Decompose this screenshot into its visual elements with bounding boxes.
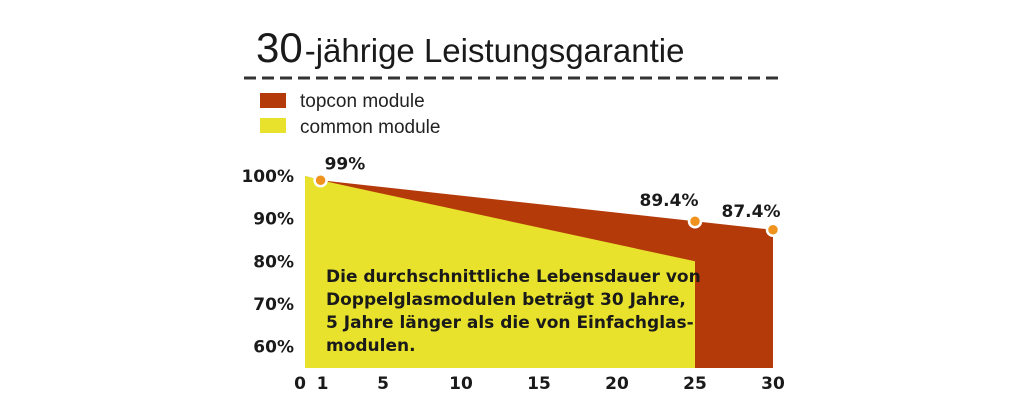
x-tick-label: 20 <box>605 374 629 394</box>
legend-label-topcon: topcon module <box>300 91 425 112</box>
y-axis-ticks: 60% 70% 80% 90% 100% <box>241 167 294 358</box>
point-label: 99% <box>325 154 366 174</box>
x-tick-label: 15 <box>527 374 551 394</box>
y-tick-label: 90% <box>253 210 294 230</box>
note-line-3: 5 Jahre länger als die von Einfachglas- <box>326 313 694 333</box>
point-label: 89.4% <box>640 191 699 211</box>
y-tick-label: 60% <box>253 338 294 358</box>
x-tick-label: 1 <box>317 374 329 394</box>
legend-label-common: common module <box>300 117 440 138</box>
title-rest: -jährige Leistungsgarantie <box>305 32 685 69</box>
y-tick-label: 70% <box>253 295 294 315</box>
point-labels: 99% 89.4% 87.4% <box>325 154 781 221</box>
y-tick-label: 100% <box>241 167 294 187</box>
point-marker <box>313 173 328 188</box>
point-markers <box>313 173 781 238</box>
chart-title: 30-jährige Leistungsgarantie <box>256 24 684 71</box>
plot-area <box>305 176 773 368</box>
x-tick-label: 30 <box>761 374 785 394</box>
note-line-4: modulen. <box>326 336 416 356</box>
x-tick-label: 25 <box>683 374 707 394</box>
x-tick-label: 0 <box>294 374 306 394</box>
point-marker <box>765 222 781 238</box>
common-area <box>305 176 695 368</box>
y-tick-label: 80% <box>253 252 294 272</box>
x-axis-ticks: 0 1 5 10 15 20 25 30 <box>294 374 785 394</box>
point-marker <box>687 213 703 229</box>
note-line-2: Doppelglasmodulen beträgt 30 Jahre, <box>326 290 686 310</box>
lifetime-note: Die durchschnittliche Lebensdauer von Do… <box>326 267 707 356</box>
x-tick-label: 5 <box>377 374 389 394</box>
title-number: 30 <box>256 24 303 71</box>
point-label: 87.4% <box>722 202 781 222</box>
legend-swatch-common <box>260 118 286 133</box>
legend-swatch-topcon <box>260 93 286 108</box>
x-tick-label: 10 <box>449 374 473 394</box>
note-line-1: Die durchschnittliche Lebensdauer von <box>326 267 701 287</box>
legend: topcon module common module <box>260 91 440 138</box>
